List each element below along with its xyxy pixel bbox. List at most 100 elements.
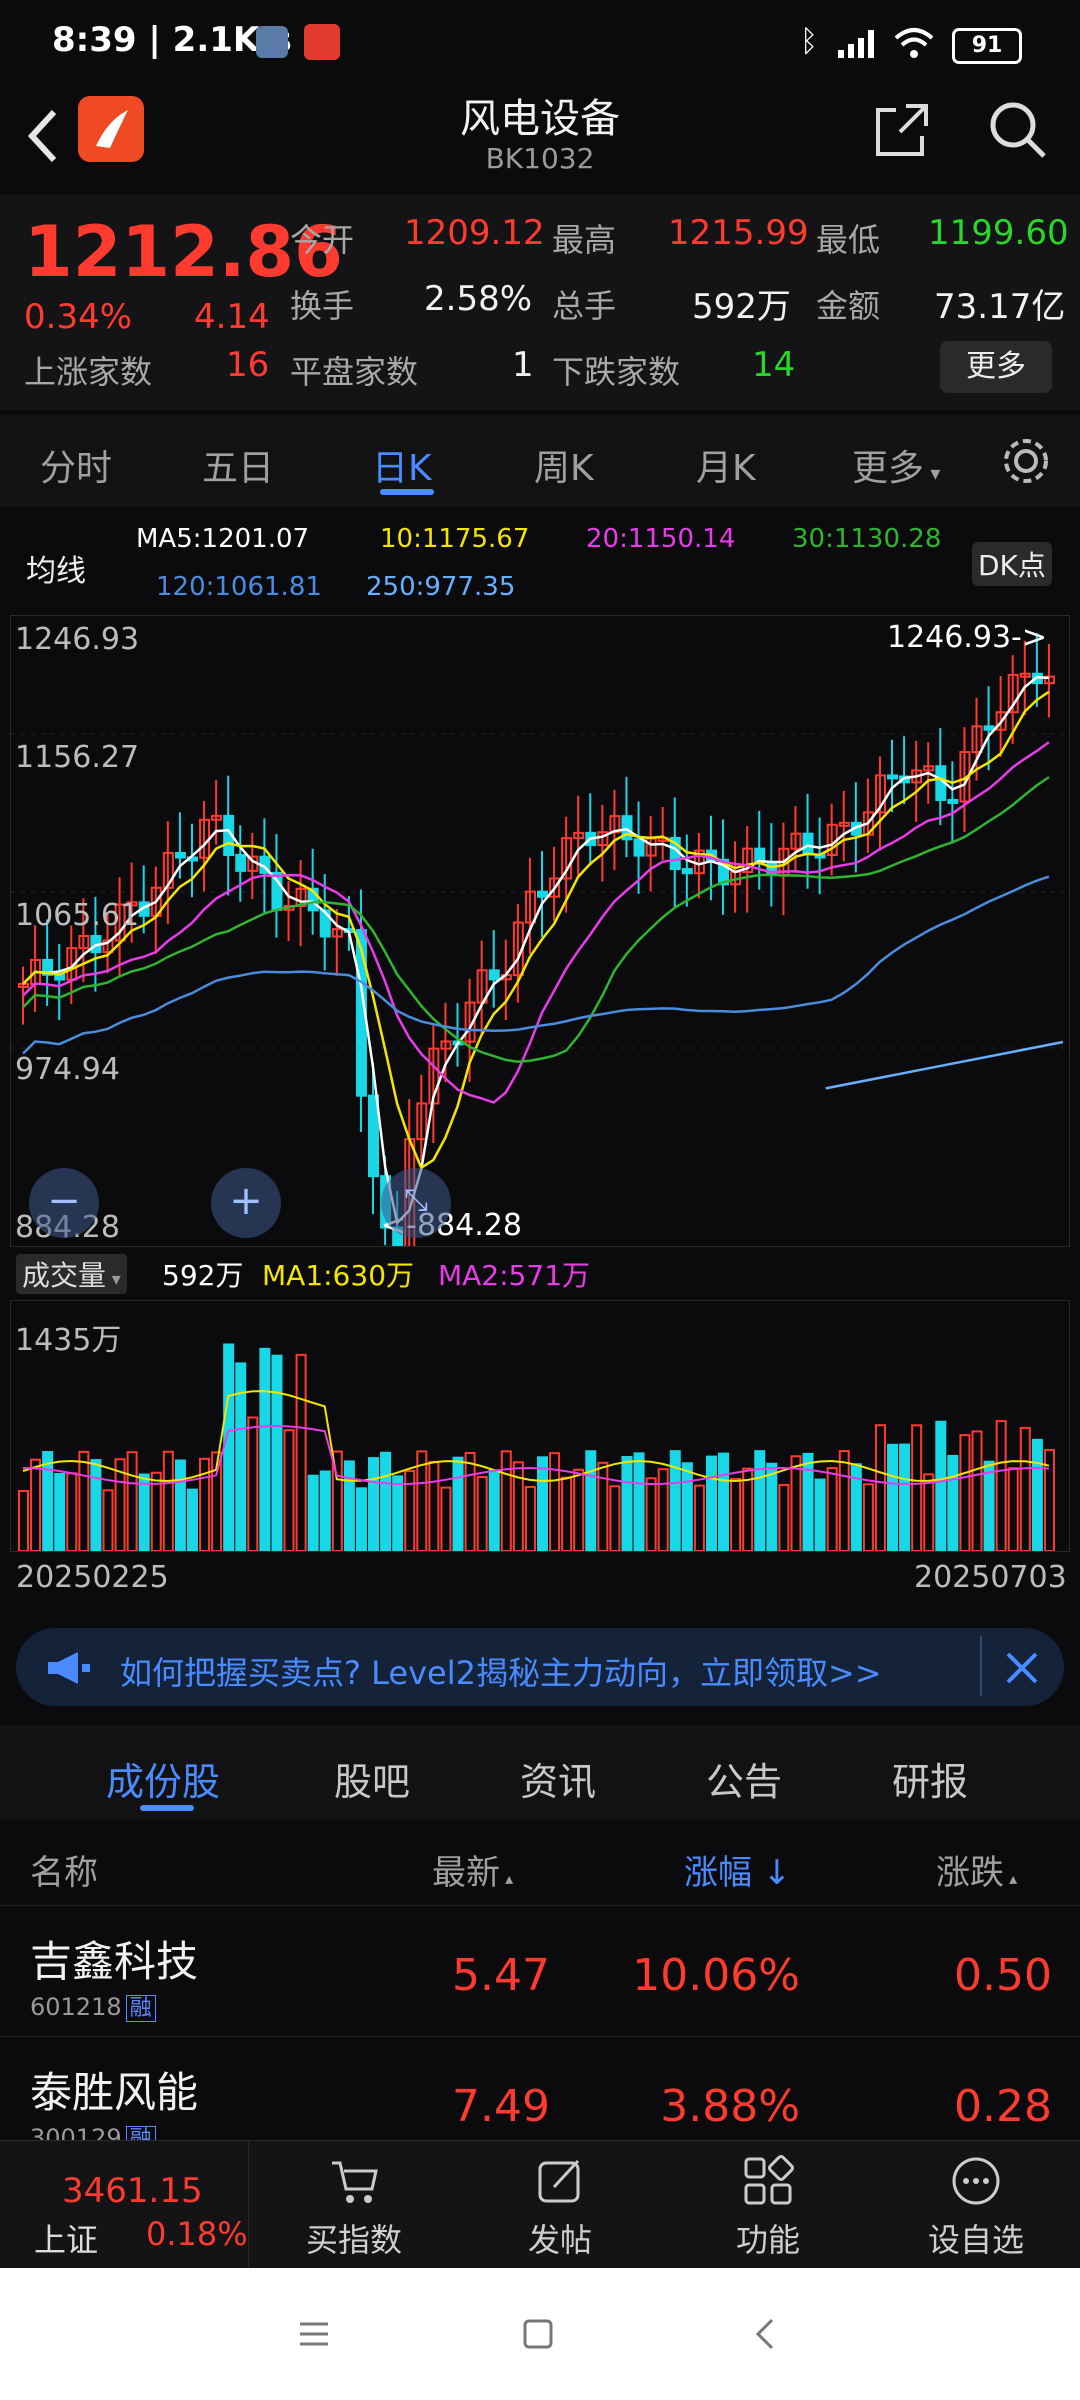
index-pct: 0.18%	[146, 2215, 248, 2253]
volume-bar	[537, 1456, 548, 1551]
share-icon[interactable]	[872, 100, 932, 160]
tab-forum[interactable]: 股吧	[334, 1760, 411, 1804]
tab-five-day[interactable]: 五日	[202, 448, 275, 489]
volume-bar	[802, 1452, 814, 1551]
buy-index-button[interactable]: 买指数	[284, 2155, 424, 2261]
candle-body	[211, 814, 223, 821]
volume-bar	[887, 1443, 899, 1551]
volume-bar	[283, 1429, 295, 1551]
ma120-value: 120:1061.81	[156, 572, 322, 602]
volume-bar	[778, 1483, 790, 1551]
app-notification-icon	[256, 26, 288, 58]
volume-bar	[874, 1424, 886, 1551]
volume-bar	[814, 1478, 826, 1551]
volume-bar	[343, 1460, 355, 1551]
tab-news[interactable]: 资讯	[520, 1760, 597, 1804]
volume-bar	[452, 1456, 464, 1551]
tab-monthly-k[interactable]: 月K	[696, 448, 756, 489]
volume-bar	[66, 1472, 78, 1551]
col-latest[interactable]: 最新 ▴	[432, 1845, 513, 1894]
down-count: 14	[752, 345, 796, 385]
index-ticker[interactable]: 3461.15 上证 0.18%	[0, 2141, 249, 2269]
candle-body	[923, 765, 935, 772]
stock-name: 泰胜风能	[30, 2068, 199, 2117]
tab-more[interactable]: 更多 ▾	[852, 439, 940, 491]
candlestick-chart[interactable]: 1246.93 1156.27 1065.61 974.94 884.28 12…	[10, 615, 1070, 1247]
table-row[interactable]: 泰胜风能 300129 融 7.49 3.88% 0.28	[0, 2036, 1080, 2141]
amount-value: 73.17亿	[934, 287, 1066, 327]
zoom-out-button[interactable]: −	[29, 1168, 99, 1238]
tab-weekly-k[interactable]: 周K	[534, 448, 594, 489]
candle-body	[995, 711, 1007, 731]
tab-announcements[interactable]: 公告	[706, 1760, 783, 1804]
candle-body	[597, 831, 609, 847]
menu-icon[interactable]	[296, 2316, 332, 2352]
home-icon[interactable]	[520, 2316, 556, 2352]
back-icon[interactable]	[20, 104, 64, 168]
candle-body	[488, 969, 500, 981]
volume-bar	[899, 1443, 911, 1551]
stock-code-line: 300129 融	[30, 2121, 156, 2141]
candle-body	[573, 831, 585, 840]
grid-icon	[744, 2155, 794, 2205]
candle-body	[790, 832, 802, 850]
volume-bar	[995, 1420, 1007, 1551]
volume-bar	[524, 1485, 536, 1551]
volume-bar	[259, 1347, 271, 1551]
table-row[interactable]: 吉鑫科技 601218 融 5.47 10.06% 0.50	[0, 1905, 1080, 2036]
volume-bar	[186, 1488, 198, 1551]
volume-bar	[440, 1486, 452, 1551]
candle-body	[681, 868, 693, 875]
candle-body	[899, 775, 911, 784]
candle-body	[1007, 673, 1019, 714]
price-axis-3: 1065.61	[15, 898, 140, 933]
candle-body	[838, 821, 850, 827]
volume-bar	[488, 1469, 500, 1551]
add-watchlist-button[interactable]: 设自选	[906, 2155, 1046, 2261]
index-value: 3461.15	[62, 2171, 203, 2211]
zoom-in-button[interactable]: +	[211, 1168, 281, 1238]
bottom-toolbar: 3461.15 上证 0.18% 买指数 发帖 功能 设自选	[0, 2140, 1080, 2269]
volume-bar	[705, 1455, 717, 1551]
volume-bar	[150, 1471, 162, 1551]
stock-chg: 0.28	[954, 2081, 1052, 2132]
candle-body	[428, 1047, 440, 1105]
back-nav-icon[interactable]	[748, 2316, 784, 2352]
close-icon[interactable]	[1002, 1648, 1042, 1688]
settings-gear-icon[interactable]	[1000, 435, 1052, 487]
post-button[interactable]: 发帖	[490, 2155, 630, 2261]
tab-daily-k[interactable]: 日K	[372, 448, 432, 489]
tab-intraday[interactable]: 分时	[40, 448, 113, 489]
col-chg[interactable]: 涨跌 ▴	[936, 1845, 1017, 1894]
dk-point-button[interactable]: DK点	[972, 542, 1052, 586]
search-icon[interactable]	[986, 98, 1050, 162]
candlestick-canvas	[11, 633, 1069, 1246]
volume-legend: 成交量 ▾ 592万 MA1:630万 MA2:571万	[10, 1252, 1070, 1296]
battery-icon: 91	[952, 28, 1022, 64]
candle-body	[368, 1094, 380, 1178]
ma20-value: 20:1150.14	[586, 524, 736, 554]
volume-bar	[730, 1477, 742, 1551]
volume-bar	[790, 1455, 802, 1551]
current-price: 1212.86	[24, 211, 343, 293]
start-date: 20250225	[16, 1560, 169, 1595]
tab-research[interactable]: 研报	[892, 1760, 969, 1804]
status-time: 8:39 | 2.1K/s	[52, 20, 292, 60]
board-code: BK1032	[485, 142, 595, 175]
col-name: 名称	[30, 1853, 98, 1893]
stock-pct: 10.06%	[632, 1950, 800, 2001]
col-pct[interactable]: 涨幅 ↓	[684, 1845, 791, 1894]
indicator-selector[interactable]: 成交量 ▾	[16, 1254, 127, 1294]
promo-banner[interactable]: 如何把握买卖点? Level2揭秘主力动向，立即领取>>	[16, 1628, 1064, 1706]
up-count: 16	[226, 345, 270, 385]
candle-body	[718, 858, 730, 886]
ma5-value: MA5:1201.07	[136, 524, 310, 554]
candle-body	[633, 838, 645, 857]
volume-bar	[102, 1489, 114, 1551]
candle-body	[549, 877, 561, 898]
volume-chart[interactable]: 1435万	[10, 1300, 1070, 1552]
more-button[interactable]: 更多	[940, 341, 1052, 393]
functions-button[interactable]: 功能	[698, 2155, 838, 2261]
fullscreen-icon[interactable]: ⤡	[381, 1168, 451, 1238]
tab-constituents[interactable]: 成份股	[106, 1760, 221, 1804]
